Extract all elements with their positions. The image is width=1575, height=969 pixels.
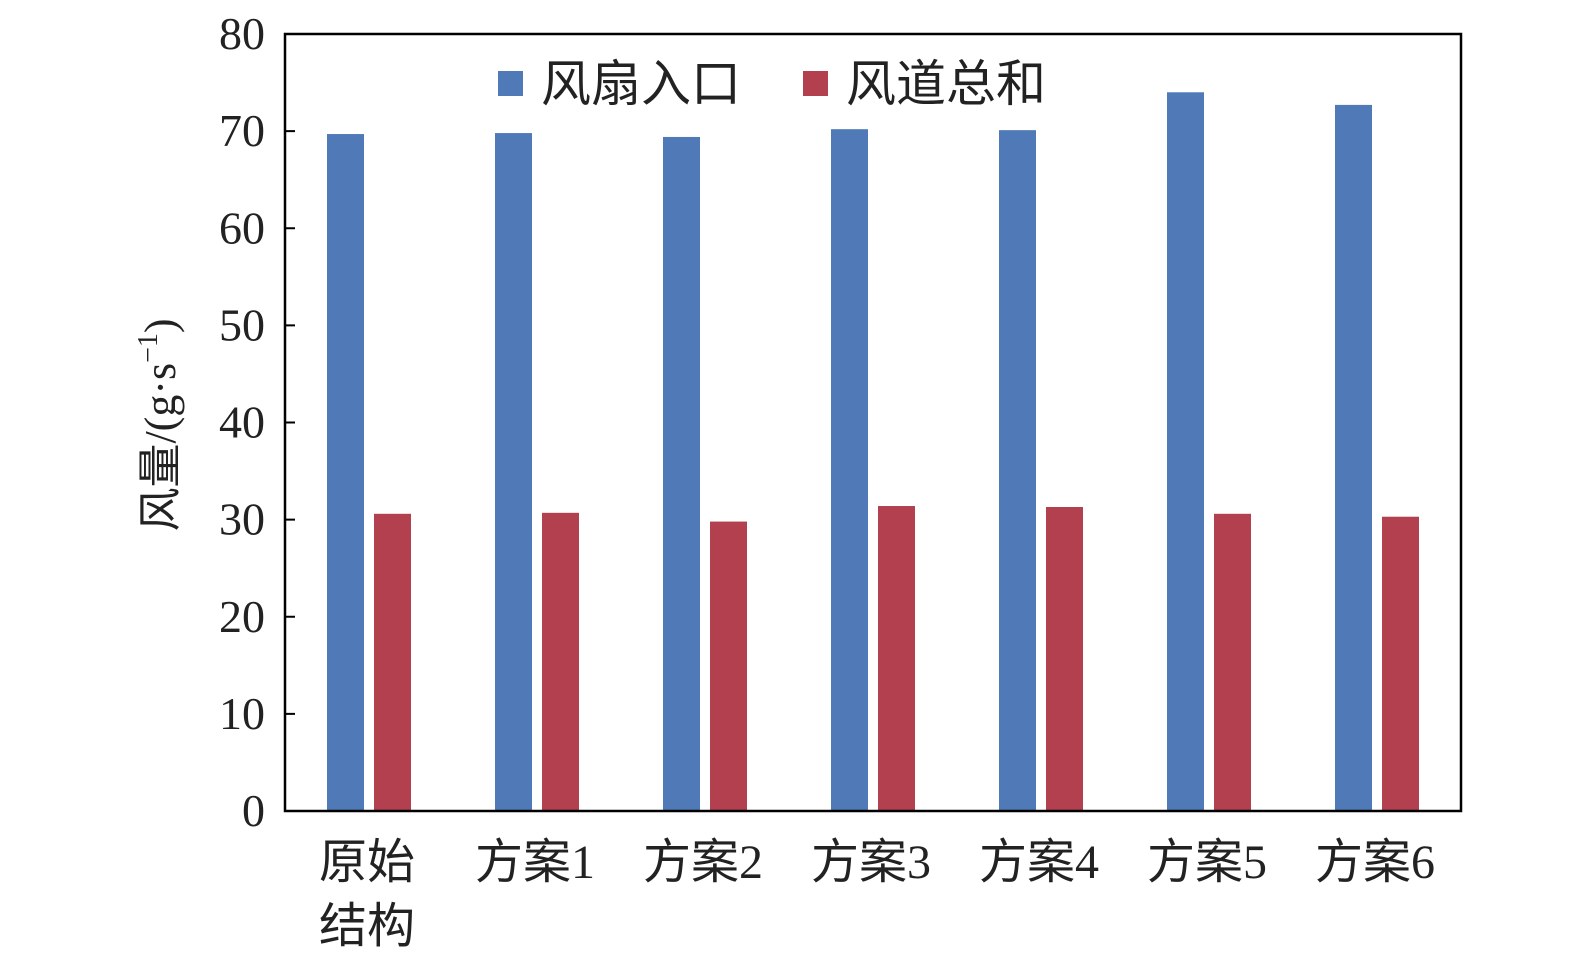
x-tick-label: 结构	[319, 900, 415, 953]
y-tick-label: 30	[219, 494, 265, 545]
plot-frame	[283, 32, 1463, 813]
x-tick-label: 方案6	[1315, 836, 1435, 889]
x-tick-label: 方案1	[475, 836, 595, 889]
bar-duct-total-6	[1382, 516, 1419, 811]
y-tick-label: 40	[219, 397, 265, 448]
bar-duct-total-1	[542, 512, 579, 811]
bar-duct-total-5	[1214, 513, 1251, 811]
x-tick-label: 原始	[319, 836, 415, 889]
bar-fan-inlet-0	[327, 134, 364, 811]
legend-label-0: 风扇入口	[541, 56, 741, 112]
bar-duct-total-3	[878, 506, 915, 811]
legend-label-1: 风道总和	[846, 56, 1046, 112]
y-tick-label: 50	[219, 299, 265, 350]
y-tick-label: 60	[219, 202, 265, 253]
bar-fan-inlet-2	[663, 136, 700, 811]
x-tick-label: 方案3	[811, 836, 931, 889]
y-axis-label-main: 风量/(g·s	[136, 363, 185, 532]
bar-fan-inlet-5	[1167, 92, 1204, 811]
bars-layer	[327, 92, 1419, 812]
bar-fan-inlet-3	[831, 129, 868, 811]
x-tick-label: 方案5	[1147, 836, 1267, 889]
y-tick-label: 20	[219, 591, 265, 642]
y-tick-label: 0	[242, 785, 265, 836]
y-tick-label: 80	[219, 8, 265, 59]
y-axis-label-close: )	[136, 318, 185, 333]
y-tick-label: 10	[219, 688, 265, 739]
bar-duct-total-2	[710, 521, 747, 811]
bar-duct-total-0	[374, 513, 411, 811]
bar-fan-inlet-4	[999, 130, 1036, 811]
legend-swatch-1	[803, 71, 828, 96]
legend: 风扇入口 风道总和	[498, 56, 1046, 112]
x-tick-label: 方案2	[643, 836, 763, 889]
legend-swatch-0	[498, 71, 523, 96]
y-axis-label-sup: −1	[133, 333, 164, 363]
bar-duct-total-4	[1046, 506, 1083, 811]
y-tick-label: 70	[219, 105, 265, 156]
bar-fan-inlet-6	[1335, 104, 1372, 812]
y-axis: 0 10 20 30 40 50 60 70 80	[219, 8, 295, 836]
bar-fan-inlet-1	[495, 133, 532, 811]
x-tick-label: 方案4	[979, 836, 1099, 889]
y-axis-label: 风量/(g·s−1)	[133, 318, 185, 531]
